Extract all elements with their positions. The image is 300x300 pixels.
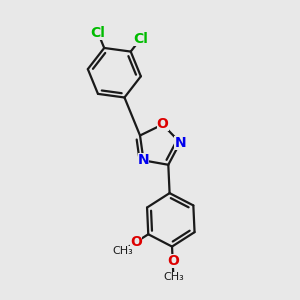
Text: CH₃: CH₃ — [163, 272, 184, 282]
Text: O: O — [130, 235, 142, 249]
Text: N: N — [138, 153, 149, 167]
Text: N: N — [174, 136, 186, 150]
Text: Cl: Cl — [91, 26, 105, 40]
Text: O: O — [167, 254, 178, 268]
Text: CH₃: CH₃ — [112, 246, 133, 256]
Text: Cl: Cl — [133, 32, 148, 46]
Text: O: O — [157, 118, 169, 131]
